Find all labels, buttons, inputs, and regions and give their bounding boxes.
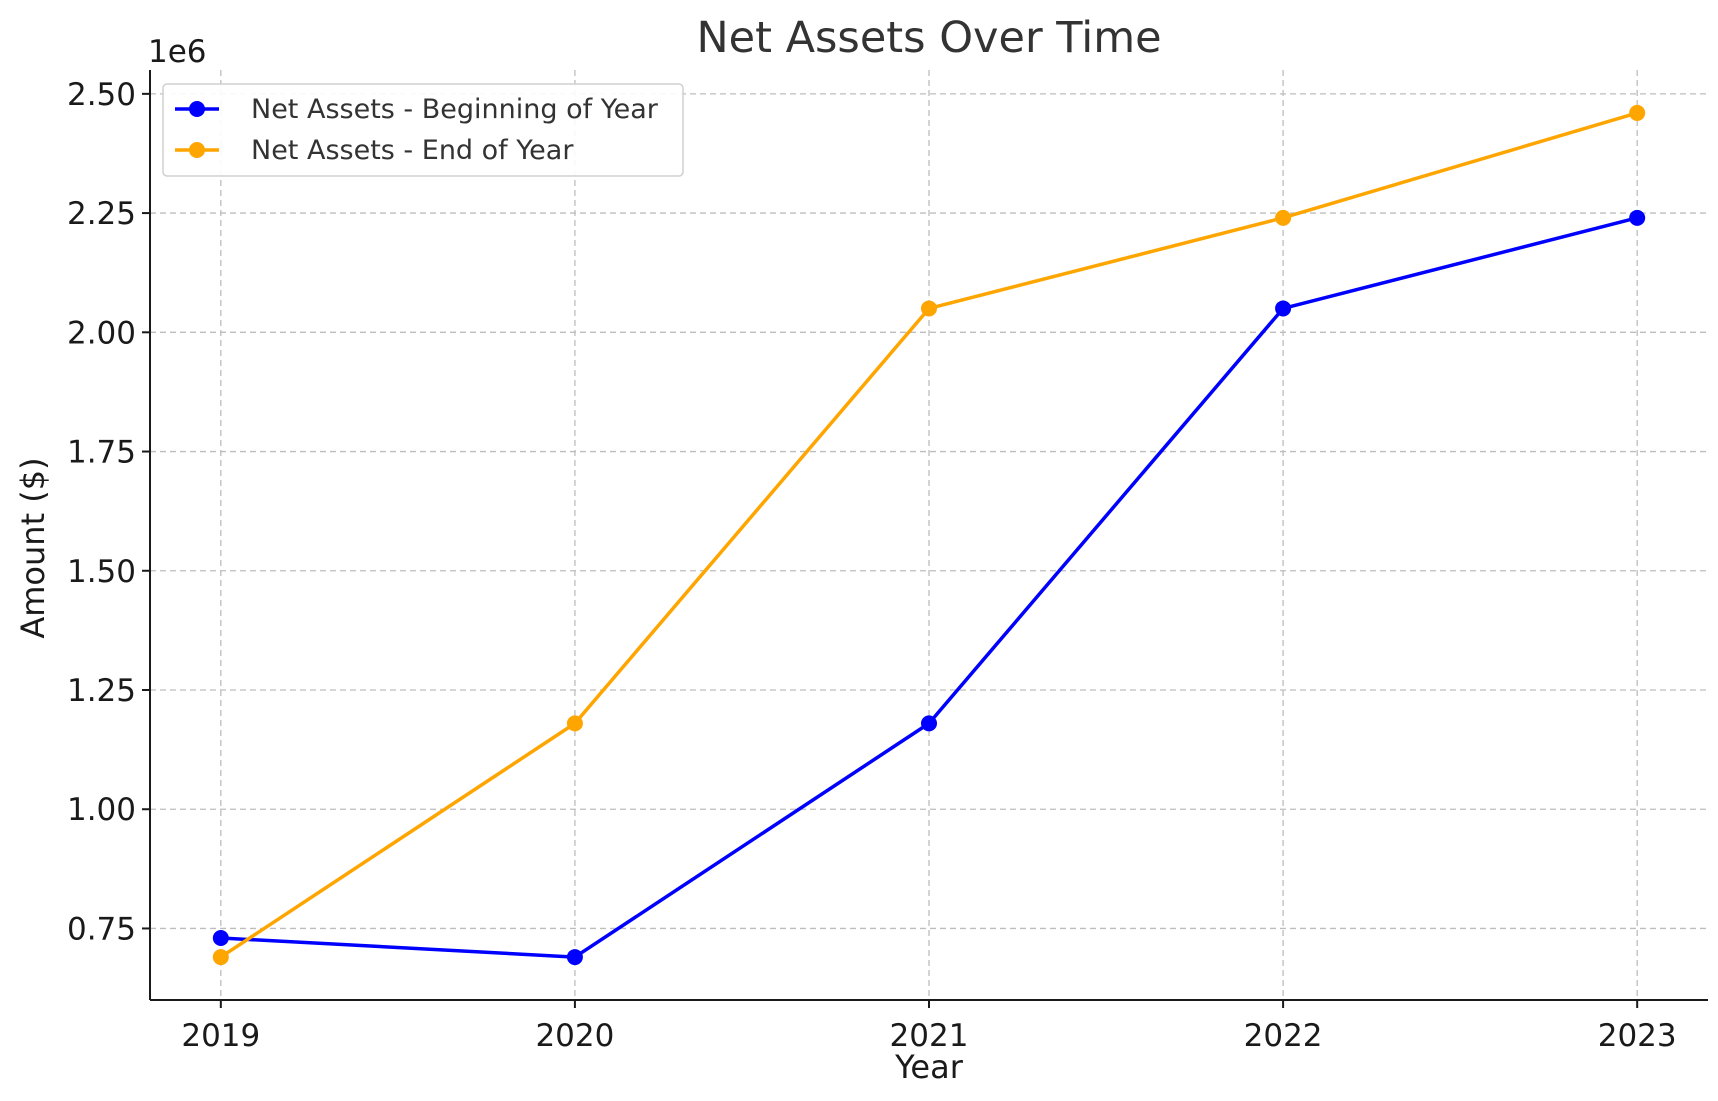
- data-point: [1629, 104, 1646, 121]
- x-axis-label: Year: [894, 1048, 964, 1086]
- y-tick-label: 1.50: [67, 554, 136, 590]
- axes: 2019 2020 2021 2022 2023 0.75 1.00 1.25 1.50 1.75…: [67, 70, 1708, 1054]
- y-tick-label: 2.25: [67, 196, 136, 232]
- y-tick-label: 1.75: [67, 435, 136, 471]
- legend-marker: [189, 142, 205, 158]
- y-tick-label: 1.25: [67, 673, 136, 709]
- y-tick-label: 1.00: [67, 792, 136, 828]
- legend-box: [162, 83, 684, 177]
- y-axis-label: Amount ($): [14, 457, 52, 638]
- y-axis-offset-label: 1e6: [148, 34, 207, 70]
- data-point: [921, 300, 937, 317]
- labels-layer: Net Assets Over Time 1e6 Year Amount ($): [14, 13, 1162, 1086]
- data-point: [212, 930, 229, 946]
- legend-item: Net Assets - Beginning of Year: [175, 94, 659, 125]
- x-tick-label: 2022: [1244, 1018, 1323, 1054]
- series-1: [212, 209, 1646, 966]
- chart-title: Net Assets Over Time: [696, 13, 1161, 63]
- x-tick-label: 2021: [890, 1018, 969, 1054]
- y-tick-label: 2.50: [67, 77, 136, 113]
- legend-label: Net Assets - Beginning of Year: [251, 94, 659, 125]
- data-point: [1629, 209, 1646, 226]
- legend: Net Assets - Beginning of Year Net Assets…: [162, 83, 684, 177]
- data-point: [1275, 300, 1292, 317]
- legend-item: Net Assets - End of Year: [175, 135, 574, 166]
- data-point: [212, 949, 229, 966]
- x-tick-label: 2019: [181, 1018, 260, 1054]
- legend-label: Net Assets - End of Year: [251, 135, 574, 166]
- series-layer: [212, 104, 1646, 966]
- y-tick-label: 2.00: [67, 315, 136, 351]
- data-point: [1275, 209, 1292, 226]
- x-tick-label: 2023: [1598, 1018, 1677, 1054]
- data-point: [566, 715, 583, 732]
- x-tick-label: 2020: [535, 1018, 614, 1054]
- legend-marker: [189, 101, 205, 117]
- data-point: [921, 715, 937, 732]
- data-point: [566, 949, 583, 966]
- series-2: [212, 104, 1646, 966]
- y-tick-label: 0.75: [67, 911, 136, 947]
